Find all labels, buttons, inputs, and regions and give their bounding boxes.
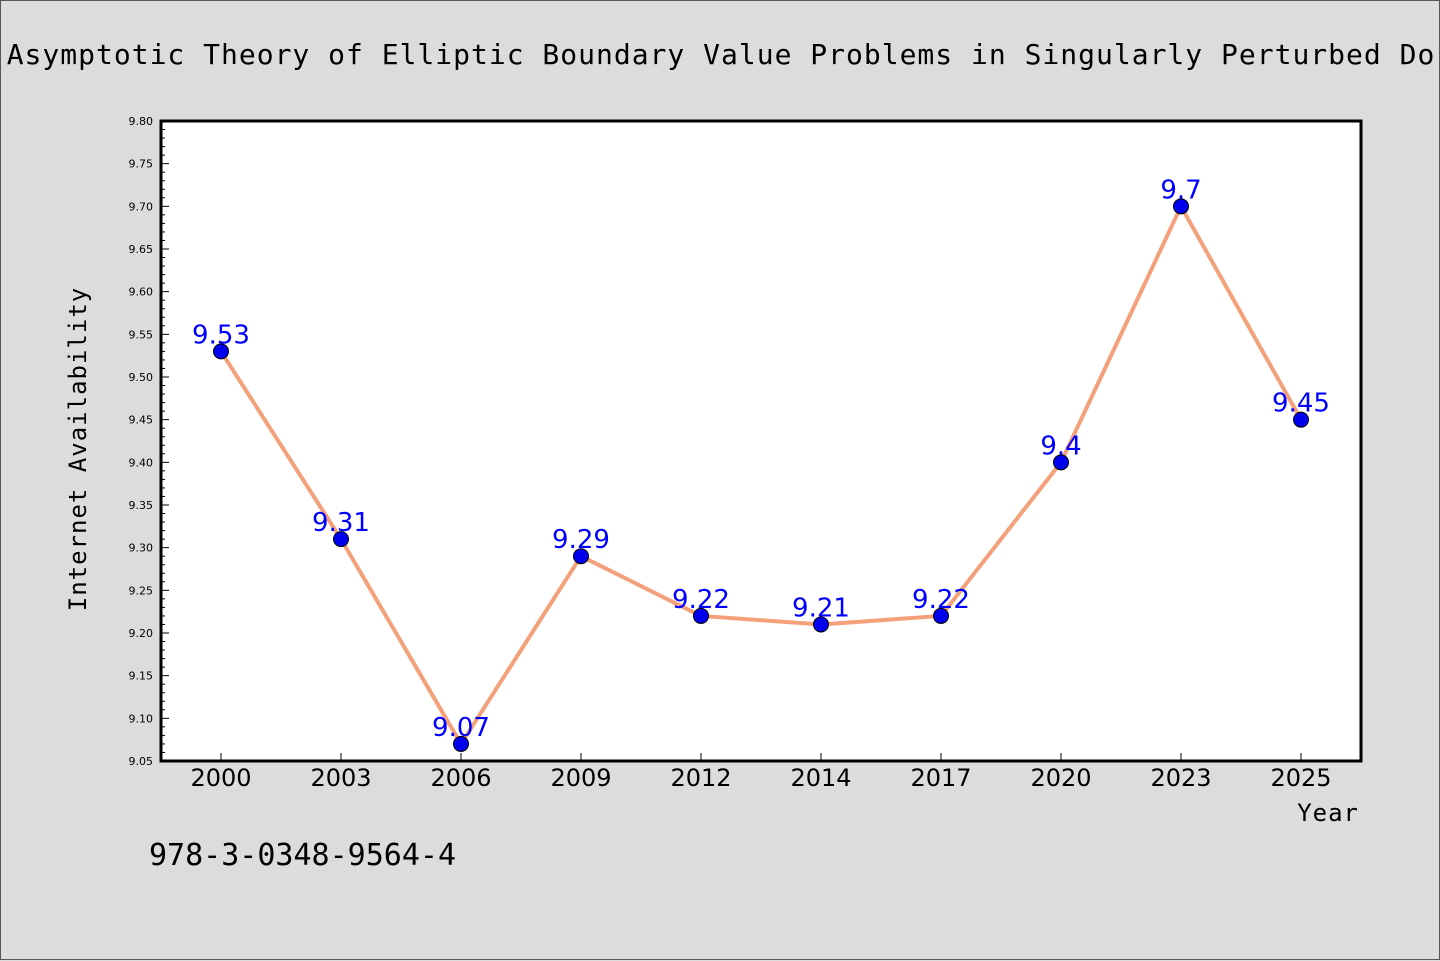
data-point xyxy=(813,616,829,633)
x-tick-label: 2009 xyxy=(550,764,611,792)
data-label: 9.22 xyxy=(912,585,970,615)
plot-area xyxy=(159,119,1363,763)
x-tick-label: 2025 xyxy=(1270,764,1331,792)
y-tick-label: 9.65 xyxy=(129,243,154,256)
data-label: 9.31 xyxy=(312,508,370,538)
y-tick-label: 9.25 xyxy=(129,584,154,597)
data-point xyxy=(573,548,589,565)
y-tick-label: 9.30 xyxy=(129,542,154,555)
data-label: 9.29 xyxy=(552,525,610,555)
y-tick-label: 9.35 xyxy=(129,499,154,512)
x-tick-label: 2014 xyxy=(790,764,851,792)
y-tick-label: 9.75 xyxy=(129,158,154,171)
y-axis-label: Internet Availability xyxy=(64,287,92,611)
y-tick-label: 9.45 xyxy=(129,414,154,427)
y-tick-label: 9.70 xyxy=(129,200,154,213)
y-axis: 9.05 9.10 9.15 9.20 9.25 9.30 9.35 9.40 9.45 9.50… xyxy=(129,115,169,768)
y-tick-label: 9.50 xyxy=(129,371,154,384)
x-tick-label: 2012 xyxy=(670,764,731,792)
data-point xyxy=(333,531,349,548)
data-label: 9.07 xyxy=(432,713,490,743)
x-axis-label: Year xyxy=(1297,799,1359,827)
y-tick-label: 9.60 xyxy=(129,286,154,299)
data-point xyxy=(1173,198,1189,215)
y-tick-label: 9.40 xyxy=(129,456,154,469)
data-label: 9.53 xyxy=(192,320,250,350)
isbn-text: 978-3-0348-9564-4 xyxy=(149,838,456,873)
x-tick-label: 2020 xyxy=(1030,764,1091,792)
data-point xyxy=(213,343,229,360)
x-tick-label: 2000 xyxy=(190,764,251,792)
data-point xyxy=(933,607,949,624)
x-axis: 2000 2003 2006 2009 2012 2014 2017 2020 2023 2025 xyxy=(190,753,1332,792)
data-label: 9.45 xyxy=(1272,389,1330,419)
y-tick-label: 9.55 xyxy=(129,328,154,341)
x-tick-label: 2023 xyxy=(1150,764,1211,792)
y-tick-label: 9.15 xyxy=(129,670,154,683)
x-tick-label: 2017 xyxy=(910,764,971,792)
y-tick-label: 9.05 xyxy=(129,755,154,768)
data-label: 9.22 xyxy=(672,585,730,615)
data-label: 9.7 xyxy=(1160,175,1201,205)
y-tick-label: 9.20 xyxy=(129,627,154,640)
y-tick-label: 9.80 xyxy=(129,115,154,128)
data-labels: 9.53 9.31 9.07 9.29 9.22 9.21 9.22 9.4 9.7 9.45 xyxy=(192,175,1330,743)
data-label: 9.21 xyxy=(792,593,850,623)
data-point xyxy=(1053,454,1069,471)
x-tick-label: 2006 xyxy=(430,764,491,792)
data-label: 9.4 xyxy=(1040,431,1081,461)
data-point xyxy=(453,735,469,752)
y-tick-label: 9.10 xyxy=(129,712,154,725)
data-markers xyxy=(213,198,1309,752)
data-point xyxy=(693,607,709,624)
chart-title: Asymptotic Theory of Elliptic Boundary V… xyxy=(7,38,1436,71)
data-point xyxy=(1293,411,1309,428)
series-line xyxy=(219,204,1303,746)
x-tick-label: 2003 xyxy=(310,764,371,792)
